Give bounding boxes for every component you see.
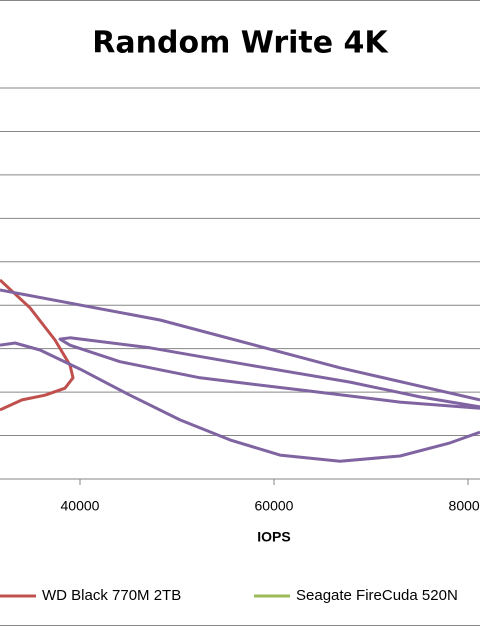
legend-label: Seagate FireCuda 520N — [296, 587, 458, 604]
x-tick-label: 40000 — [61, 498, 100, 514]
series-line — [0, 288, 480, 463]
x-axis-title: IOPS — [257, 529, 290, 545]
x-tick-label: 80000 — [449, 498, 480, 514]
series-line — [0, 278, 75, 412]
chart-title: Random Write 4K — [92, 26, 389, 61]
legend-label: WD Black 770M 2TB — [42, 587, 181, 604]
x-tick-label: 60000 — [255, 498, 294, 514]
